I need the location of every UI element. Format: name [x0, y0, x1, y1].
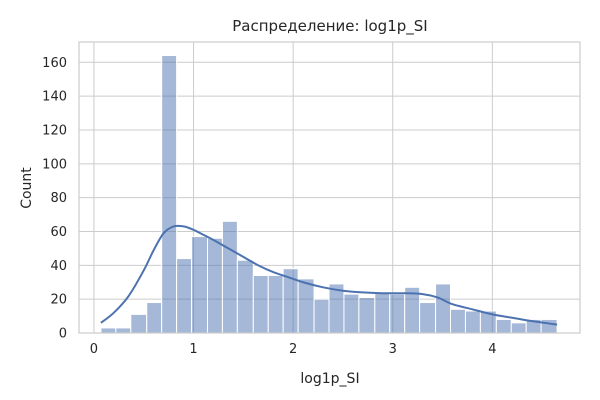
histogram-bar	[313, 298, 330, 334]
y-axis-label: Count	[19, 167, 35, 209]
y-tick-label: 120	[42, 123, 67, 138]
histogram-bar	[495, 318, 512, 334]
x-tick-label: 0	[90, 342, 98, 357]
histogram-bars	[100, 55, 558, 334]
histogram-bar	[236, 259, 254, 334]
plot-frame	[78, 41, 581, 334]
histogram-bar	[191, 236, 208, 334]
histogram-bar	[130, 313, 148, 334]
y-tick-label: 80	[50, 191, 67, 206]
histogram-bar	[221, 220, 238, 334]
x-axis-ticks: 0 1 2 3 4	[90, 342, 497, 357]
histogram-bar	[374, 291, 391, 334]
y-axis-ticks: 0 20 40 60 80 100 120 140 160	[42, 56, 67, 342]
histogram-bar	[435, 283, 452, 334]
histogram-bar	[161, 55, 178, 334]
histogram-bar	[389, 293, 406, 334]
histogram-bar	[267, 274, 284, 334]
y-tick-label: 140	[42, 90, 67, 105]
histogram-bar	[343, 293, 360, 334]
y-tick-label: 60	[50, 225, 67, 240]
histogram-bar	[252, 274, 269, 334]
histogram-bar	[100, 327, 117, 334]
histogram-bar	[540, 318, 558, 334]
y-tick-label: 100	[42, 157, 67, 172]
x-tick-label: 3	[389, 342, 397, 357]
histogram-bar	[146, 302, 163, 334]
histogram-bar	[464, 310, 481, 334]
x-tick-label: 1	[189, 342, 197, 357]
x-tick-label: 2	[289, 342, 297, 357]
y-tick-label: 160	[42, 56, 67, 71]
histogram-bar	[297, 278, 315, 334]
histogram-bar	[176, 258, 193, 334]
histogram-bar	[206, 237, 223, 334]
histogram-bar	[510, 322, 527, 334]
kde-curve	[100, 224, 558, 326]
plot-border	[78, 41, 581, 334]
histogram-bar	[450, 308, 466, 334]
histogram-bar	[115, 327, 132, 334]
y-tick-label: 20	[50, 293, 67, 308]
y-tick-label: 0	[59, 327, 67, 342]
chart-title: Распределение: log1p_SI	[232, 17, 427, 36]
histogram-bar	[419, 302, 437, 334]
histogram-bar	[358, 296, 376, 334]
x-tick-label: 4	[488, 342, 496, 357]
y-tick-label: 40	[50, 259, 67, 274]
x-axis-label: log1p_SI	[300, 371, 359, 387]
